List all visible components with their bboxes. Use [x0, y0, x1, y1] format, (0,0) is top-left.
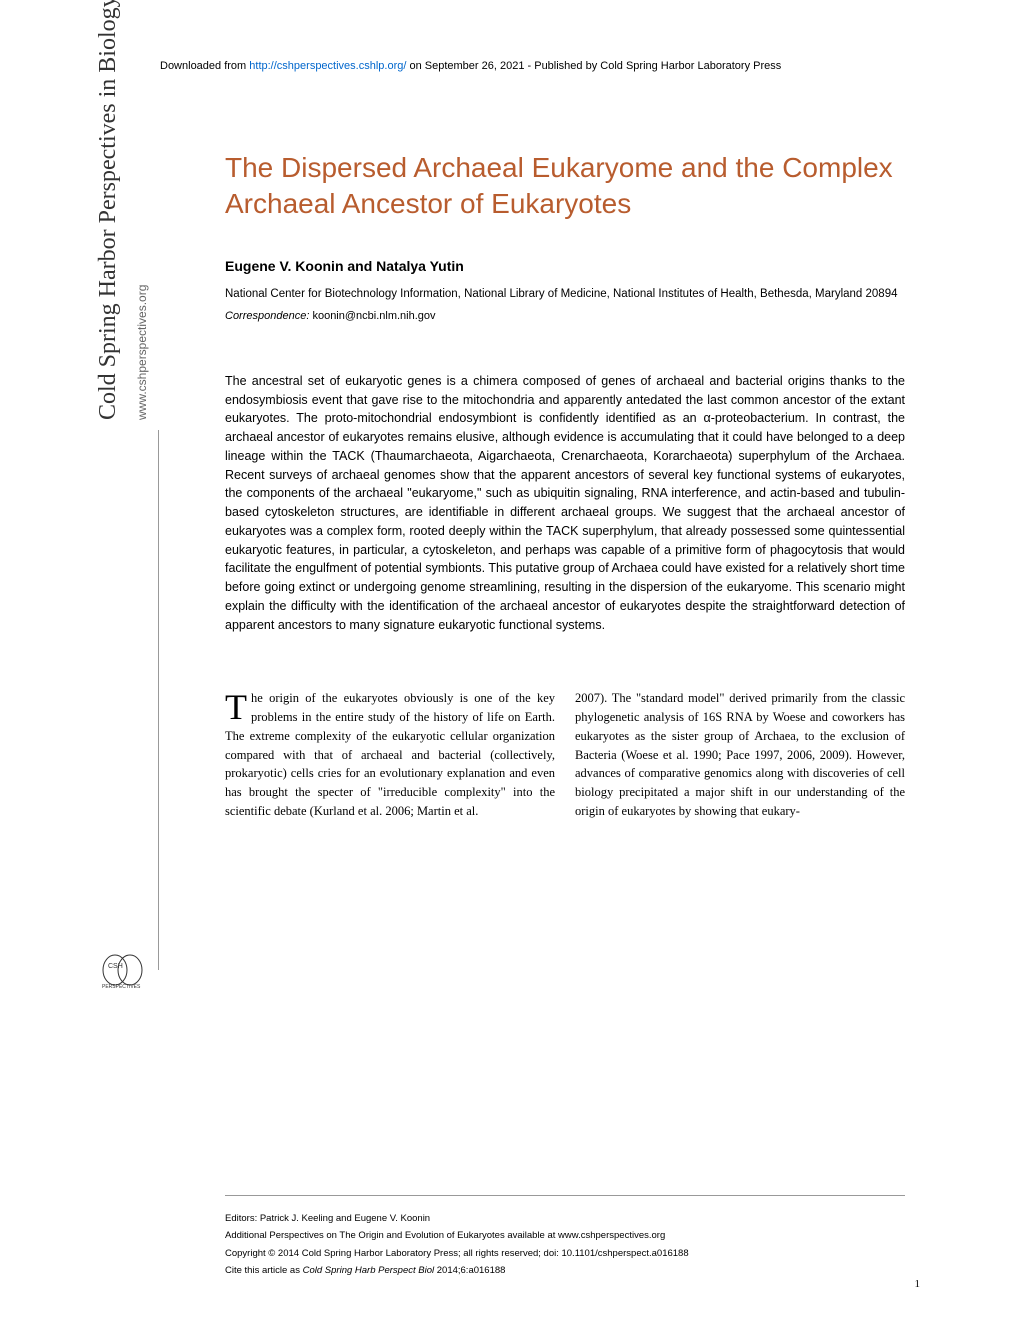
body-column-right: 2007). The "standard model" derived prim… — [575, 689, 905, 820]
svg-text:PERSPECTIVES: PERSPECTIVES — [102, 984, 141, 990]
csh-logo: CSH PERSPECTIVES — [100, 950, 150, 995]
article-title: The Dispersed Archaeal Eukaryome and the… — [225, 150, 905, 223]
correspondence-email: koonin@ncbi.nlm.nih.gov — [312, 310, 435, 322]
body-column-left: The origin of the eukaryotes obviously i… — [225, 689, 555, 820]
cite-prefix: Cite this article as — [225, 1265, 303, 1276]
header-url[interactable]: http://cshperspectives.cshlp.org/ — [249, 60, 406, 72]
footer-citation: Cite this article as Cold Spring Harb Pe… — [225, 1263, 905, 1278]
article-footer: Editors: Patrick J. Keeling and Eugene V… — [225, 1195, 905, 1280]
header-prefix: Downloaded from — [160, 60, 249, 72]
body-text-columns: The origin of the eukaryotes obviously i… — [225, 689, 905, 820]
author-affiliation: National Center for Biotechnology Inform… — [225, 286, 905, 302]
download-header: Downloaded from http://cshperspectives.c… — [160, 60, 920, 72]
svg-text:CSH: CSH — [108, 963, 123, 970]
cite-journal: Cold Spring Harb Perspect Biol — [303, 1265, 434, 1276]
cite-suffix: 2014;6:a016188 — [434, 1265, 505, 1276]
journal-url-sidebar: www.cshperspectives.org — [135, 285, 149, 420]
footer-additional: Additional Perspectives on The Origin an… — [225, 1228, 905, 1243]
page-number: 1 — [915, 1278, 921, 1290]
footer-copyright: Copyright © 2014 Cold Spring Harbor Labo… — [225, 1246, 905, 1261]
article-content: The Dispersed Archaeal Eukaryome and the… — [225, 150, 905, 821]
footer-editors: Editors: Patrick J. Keeling and Eugene V… — [225, 1211, 905, 1226]
sidebar-border — [158, 430, 159, 970]
correspondence-label: Correspondence: — [225, 310, 309, 322]
dropcap-letter: T — [225, 689, 251, 722]
article-authors: Eugene V. Koonin and Natalya Yutin — [225, 258, 905, 274]
article-abstract: The ancestral set of eukaryotic genes is… — [225, 372, 905, 635]
journal-branding: Cold Spring Harbor Perspectives in Biolo… — [95, 0, 122, 420]
header-suffix: on September 26, 2021 - Published by Col… — [406, 60, 781, 72]
correspondence-info: Correspondence: koonin@ncbi.nlm.nih.gov — [225, 310, 905, 322]
journal-name: Cold Spring Harbor Perspectives in Biolo… — [95, 0, 121, 420]
body-col1-text: he origin of the eukaryotes obviously is… — [225, 691, 555, 818]
